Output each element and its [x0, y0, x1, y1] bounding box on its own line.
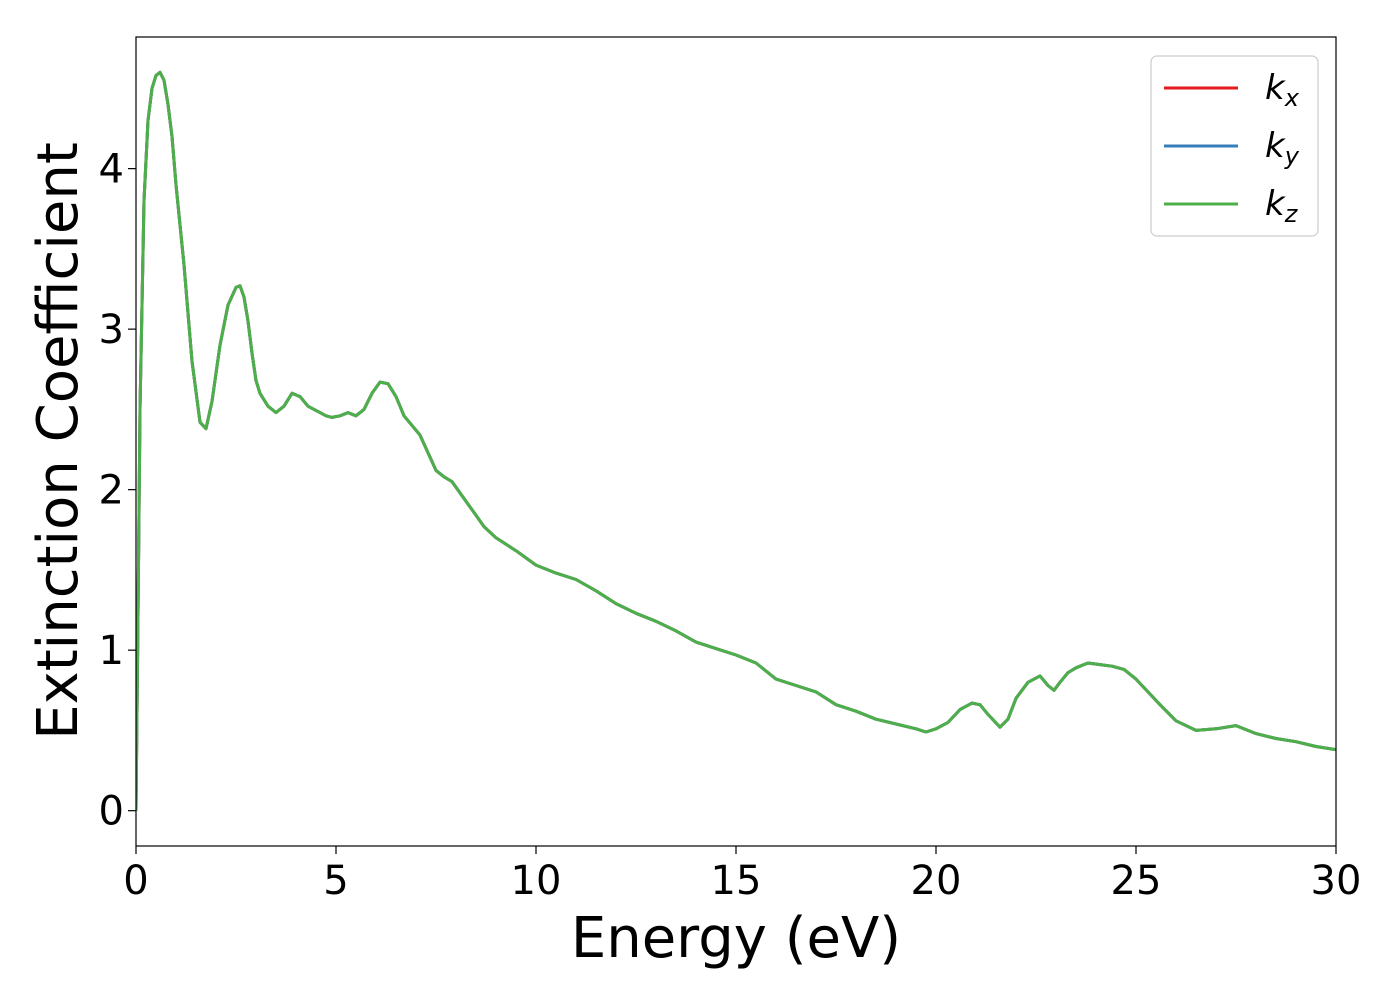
x-tick-label: 10 [511, 858, 562, 904]
y-tick-label: 4 [99, 147, 124, 193]
y-tick-label: 2 [99, 468, 124, 514]
y-axis-title: Extinction Coefficient [26, 142, 91, 740]
x-tick-label: 0 [123, 858, 148, 904]
series-line-k_z [136, 70, 1336, 811]
x-tick-label: 15 [711, 858, 762, 904]
x-axis-ticks: 0 5 10 15 20 25 30 [123, 846, 1361, 904]
legend-label-k_y: ky [1265, 126, 1300, 170]
y-tick-label: 3 [99, 307, 124, 353]
y-axis-ticks: 0 1 2 3 4 [99, 147, 136, 835]
y-tick-label: 0 [99, 789, 124, 835]
legend-label-k_z: kz [1265, 184, 1299, 228]
x-tick-label: 25 [1111, 858, 1162, 904]
legend-label-k_x: kx [1265, 68, 1300, 112]
x-tick-label: 5 [323, 858, 348, 904]
y-tick-label: 1 [99, 628, 124, 674]
legend: kx ky kz [1150, 55, 1319, 237]
x-tick-label: 20 [911, 858, 962, 904]
x-tick-label: 30 [1311, 858, 1362, 904]
x-axis-title: Energy (eV) [571, 906, 901, 971]
